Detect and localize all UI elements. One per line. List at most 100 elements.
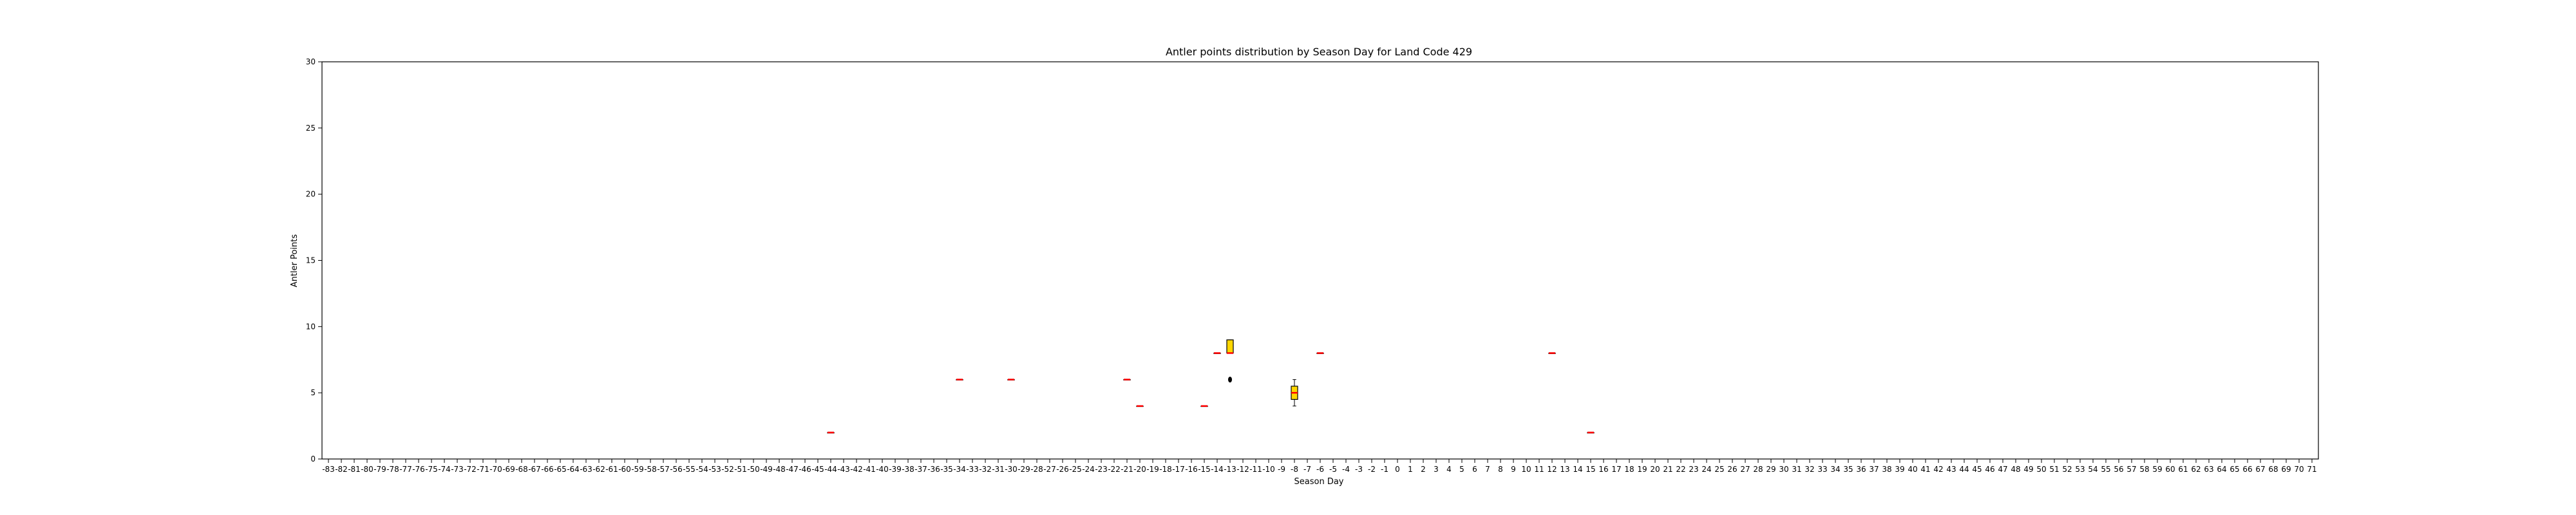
x-tick-label: -8 <box>1291 465 1298 474</box>
x-tick-label: 3 <box>1434 465 1439 474</box>
x-tick-label: 71 <box>2307 465 2316 474</box>
x-tick-label: -46 <box>799 465 811 474</box>
x-tick-label: -40 <box>876 465 889 474</box>
plot-frame <box>321 61 2319 460</box>
x-tick-label: -19 <box>1146 465 1159 474</box>
x-tick-label: 7 <box>1485 465 1490 474</box>
x-tick-label: -28 <box>1030 465 1043 474</box>
x-tick-label: -37 <box>914 465 927 474</box>
y-tick-label: 20 <box>306 190 316 199</box>
x-tick-label: 0 <box>1395 465 1400 474</box>
x-tick-label: -68 <box>515 465 528 474</box>
x-axis-label: Season Day <box>1294 477 1344 487</box>
x-tick-label: -12 <box>1236 465 1249 474</box>
x-tick-label: -39 <box>889 465 902 474</box>
x-tick-label: -9 <box>1278 465 1285 474</box>
x-tick-label: -75 <box>425 465 438 474</box>
x-tick-label: -67 <box>528 465 541 474</box>
x-tick-label: 43 <box>1946 465 1956 474</box>
x-tick-label: -1 <box>1381 465 1388 474</box>
x-tick-label: -71 <box>477 465 489 474</box>
x-tick-label: 26 <box>1727 465 1737 474</box>
x-tick-label: -31 <box>992 465 1005 474</box>
x-tick-label: -48 <box>773 465 786 474</box>
x-tick-label: -24 <box>1082 465 1095 474</box>
x-tick-label: -20 <box>1133 465 1146 474</box>
y-tick-label: 10 <box>306 322 316 331</box>
x-tick-label: 23 <box>1689 465 1698 474</box>
x-tick-label: 70 <box>2294 465 2304 474</box>
y-axis-label: Antler Points <box>290 234 299 288</box>
x-tick-label: 13 <box>1560 465 1569 474</box>
x-tick-label: -54 <box>696 465 708 474</box>
chart-title: Antler points distribution by Season Day… <box>1166 46 1472 58</box>
x-tick-label: 51 <box>2049 465 2059 474</box>
x-tick-label: 32 <box>1804 465 1814 474</box>
x-tick-label: 55 <box>2101 465 2110 474</box>
x-tick-label: -36 <box>927 465 940 474</box>
x-tick-label: 20 <box>1650 465 1660 474</box>
x-tick-label: -74 <box>438 465 451 474</box>
x-tick-label: -81 <box>348 465 361 474</box>
x-tick-label: -76 <box>412 465 425 474</box>
x-tick-label: -50 <box>747 465 760 474</box>
x-tick-label: -49 <box>760 465 773 474</box>
x-tick-label: 36 <box>1856 465 1866 474</box>
x-tick-label: 39 <box>1895 465 1904 474</box>
x-tick-label: 4 <box>1446 465 1452 474</box>
x-tick-label: 62 <box>2191 465 2201 474</box>
x-tick-label: 25 <box>1714 465 1724 474</box>
x-tick-label: 59 <box>2152 465 2162 474</box>
x-tick-label: 8 <box>1498 465 1503 474</box>
x-tick-label: 63 <box>2204 465 2213 474</box>
x-tick-label: 2 <box>1421 465 1426 474</box>
x-tick-label: -7 <box>1303 465 1311 474</box>
x-tick-label: 61 <box>2178 465 2188 474</box>
x-tick-label: 52 <box>2062 465 2072 474</box>
x-tick-label: 24 <box>1701 465 1711 474</box>
x-tick-label: -2 <box>1368 465 1376 474</box>
x-tick-label: -69 <box>502 465 515 474</box>
x-tick-label: 68 <box>2268 465 2278 474</box>
x-tick-label: -58 <box>644 465 657 474</box>
x-tick-label: 6 <box>1472 465 1477 474</box>
x-tick-label: 10 <box>1521 465 1531 474</box>
x-tick-label: 21 <box>1663 465 1672 474</box>
x-tick-label: -42 <box>850 465 863 474</box>
x-tick-label: -80 <box>361 465 374 474</box>
x-tick-label: 33 <box>1817 465 1827 474</box>
y-tick-label: 30 <box>306 57 316 66</box>
x-tick-label: 16 <box>1598 465 1608 474</box>
x-tick-label: 15 <box>1586 465 1595 474</box>
x-tick-label: -22 <box>1108 465 1121 474</box>
x-tick-label: -29 <box>1018 465 1030 474</box>
x-tick-label: -6 <box>1316 465 1324 474</box>
x-tick-label: -78 <box>386 465 399 474</box>
x-tick-label: -15 <box>1198 465 1211 474</box>
x-tick-label: 66 <box>2242 465 2252 474</box>
x-tick-label: 29 <box>1766 465 1776 474</box>
x-tick-label: 28 <box>1753 465 1763 474</box>
x-tick-label: -26 <box>1056 465 1069 474</box>
x-tick-label: -3 <box>1355 465 1363 474</box>
x-tick-label: 38 <box>1882 465 1891 474</box>
x-tick-label: -47 <box>786 465 799 474</box>
x-tick-label: -34 <box>953 465 966 474</box>
x-tick-label: 69 <box>2281 465 2291 474</box>
x-tick-label: -72 <box>464 465 477 474</box>
x-tick-label: 37 <box>1869 465 1879 474</box>
x-tick-label: -21 <box>1121 465 1133 474</box>
x-tick-label: -62 <box>592 465 605 474</box>
x-tick-label: -51 <box>734 465 747 474</box>
x-tick-label: -64 <box>567 465 580 474</box>
box-body <box>1226 339 1234 354</box>
x-tick-label: -43 <box>837 465 850 474</box>
x-tick-label: 60 <box>2165 465 2175 474</box>
x-tick-label: -25 <box>1069 465 1082 474</box>
x-tick-label: -5 <box>1329 465 1337 474</box>
x-tick-label: 50 <box>2036 465 2046 474</box>
x-tick-label: -77 <box>399 465 412 474</box>
box-outlier <box>1228 377 1232 383</box>
